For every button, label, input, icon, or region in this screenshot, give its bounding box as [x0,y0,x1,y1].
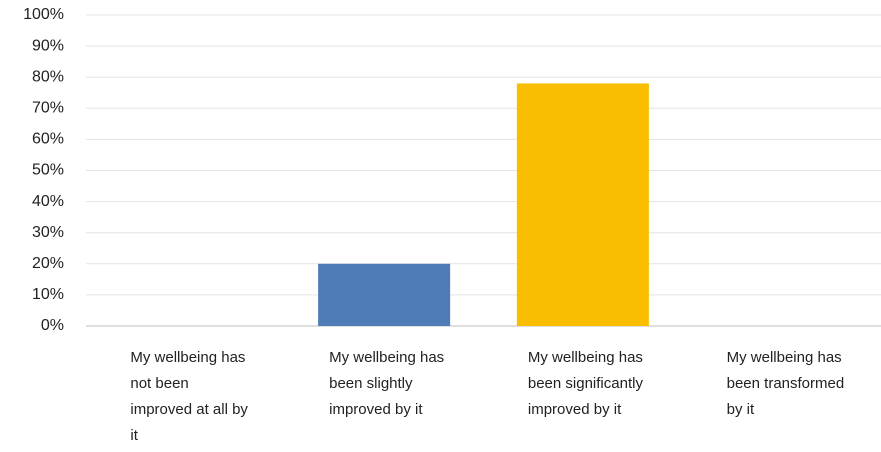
y-tick-label: 10% [32,286,64,303]
x-tick-label: My wellbeing has been significantly impr… [527,349,643,418]
y-tick-label: 60% [32,131,64,148]
y-tick-label: 20% [32,255,64,272]
y-tick-label: 30% [32,224,64,241]
y-tick-label: 0% [41,317,64,334]
y-tick-label: 40% [32,193,64,210]
bar [318,263,451,326]
y-tick-label: 80% [32,68,64,85]
y-tick-label: 70% [32,100,64,117]
y-tick-label: 90% [32,37,64,54]
y-tick-label: 50% [32,162,64,179]
x-tick-label: My wellbeing has been transformed by it [726,349,845,418]
y-tick-label: 100% [23,6,64,23]
x-tick-label: My wellbeing has been slightly improved … [329,349,445,418]
bar [516,83,649,326]
x-tick-label: My wellbeing has not been improved at al… [130,349,248,444]
